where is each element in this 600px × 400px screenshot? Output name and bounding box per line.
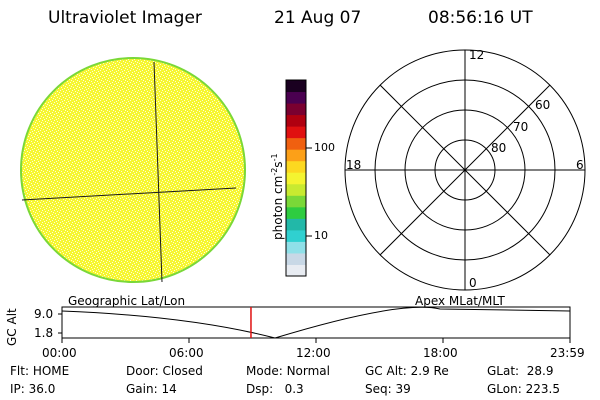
timeline-right-title: Apex MLat/MLT xyxy=(415,294,505,308)
date-label: 21 Aug 07 xyxy=(274,8,362,28)
colorbar-swatch xyxy=(286,149,306,162)
colorbar-swatch xyxy=(286,264,306,277)
xtick-0600: 06:00 xyxy=(169,346,204,360)
colorbar-swatch xyxy=(286,241,306,254)
status-ip: IP: 36.0 xyxy=(10,382,56,396)
colorbar-swatch xyxy=(286,114,306,127)
colorbar-swatch xyxy=(286,252,306,265)
status-seq: Seq: 39 xyxy=(365,382,411,396)
colorbar-swatch xyxy=(286,218,306,231)
colorbar-swatch xyxy=(286,229,306,242)
altitude-curve xyxy=(61,306,571,339)
xtick-1200: 12:00 xyxy=(296,346,331,360)
status-mode: Mode: Normal xyxy=(246,364,330,378)
timeline-left-title: Geographic Lat/Lon xyxy=(68,294,186,308)
instrument-title: Ultraviolet Imager xyxy=(48,8,202,28)
colorbar-swatch xyxy=(286,103,306,116)
mlt-label-18: 18 xyxy=(346,158,362,172)
colorbar-swatch xyxy=(286,160,306,173)
status-glat: GLat: 28.9 xyxy=(487,364,554,378)
parallel-line xyxy=(21,187,237,201)
colorbar-swatch xyxy=(286,206,306,219)
mlt-label-12: 12 xyxy=(469,48,485,62)
colorbar-swatch xyxy=(286,137,306,150)
mlt-label-6: 6 xyxy=(576,158,584,172)
colorbar-tick-10: 10 xyxy=(314,229,328,242)
status-flt: Flt: HOME xyxy=(10,364,70,378)
colorbar-swatch xyxy=(286,195,306,208)
earth-disk xyxy=(20,57,246,283)
status-gcalt: GC Alt: 2.9 Re xyxy=(365,364,449,378)
colorbar-swatch xyxy=(286,91,306,104)
mlt-label-0: 0 xyxy=(469,276,477,290)
timeline-ytick-max: 9.0 xyxy=(34,307,54,321)
colorbar-swatch xyxy=(286,172,306,185)
lat-label-60: 60 xyxy=(535,98,551,112)
timeline-ytick-min: 1.8 xyxy=(34,326,54,340)
xtick-0000: 00:00 xyxy=(42,346,77,360)
status-gain: Gain: 14 xyxy=(126,382,177,396)
xtick-1800: 18:00 xyxy=(423,346,458,360)
colorbar-swatch xyxy=(286,183,306,196)
colorbar-tick-100: 100 xyxy=(314,141,335,154)
colorbar-swatch xyxy=(286,126,306,139)
lat-label-80: 80 xyxy=(491,141,507,155)
colorbar-swatch xyxy=(286,80,306,93)
status-door: Door: Closed xyxy=(126,364,203,378)
xtick-2359: 23:59 xyxy=(550,346,585,360)
meridian-line xyxy=(153,61,163,283)
status-dsp: Dsp: 0.3 xyxy=(246,382,304,396)
status-glon: GLon: 223.5 xyxy=(487,382,560,396)
lat-label-70: 70 xyxy=(513,120,529,134)
time-label: 08:56:16 UT xyxy=(428,8,533,28)
